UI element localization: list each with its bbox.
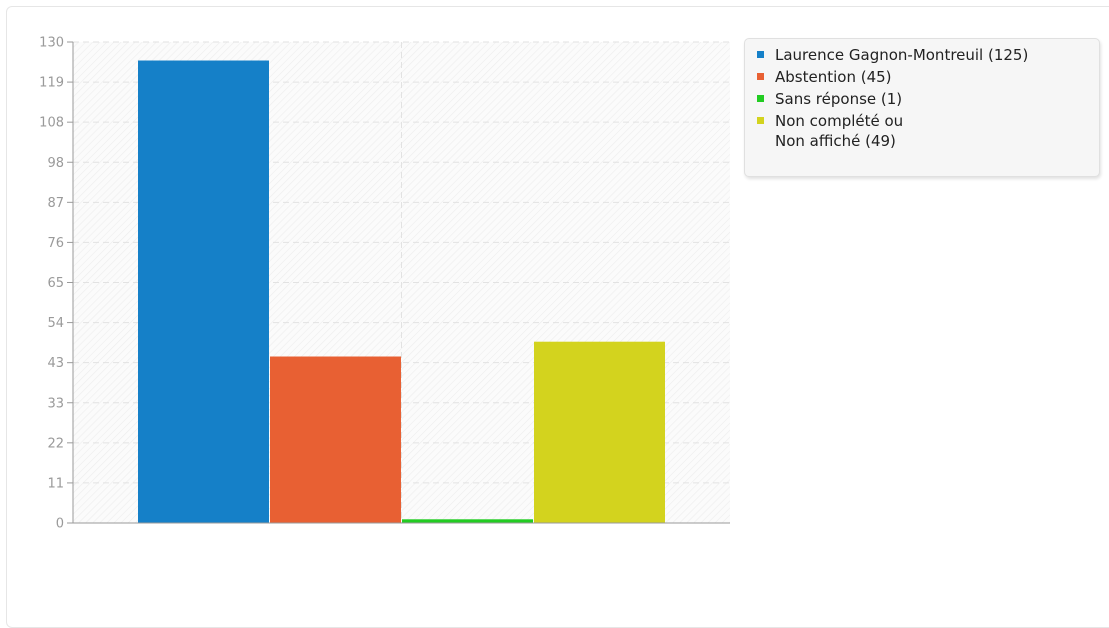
grid-lines: [73, 41, 730, 523]
y-tick-label: 87: [47, 196, 64, 211]
legend-item-abstention[interactable]: Abstention (45): [757, 67, 1099, 87]
legend-swatch-abstention: [757, 73, 764, 80]
y-tick-label: 0: [56, 517, 64, 532]
legend-swatch-candidate: [757, 51, 764, 58]
y-tick-label: 22: [47, 436, 64, 451]
y-tick-label: 98: [47, 156, 64, 171]
bars: [138, 60, 665, 524]
legend-label-incomplete: Non complété ou Non affiché (49): [775, 112, 904, 150]
y-tick-label: 33: [47, 396, 64, 411]
legend-item-no-answer[interactable]: Sans réponse (1): [757, 89, 1099, 109]
legend-item-candidate[interactable]: Laurence Gagnon-Montreuil (125): [757, 45, 1099, 65]
bar-candidate[interactable]: [138, 60, 269, 524]
y-tick-label: 76: [47, 236, 64, 251]
legend-label-no-answer: Sans réponse (1): [775, 90, 903, 108]
legend-label-abstention: Abstention (45): [775, 68, 892, 86]
legend-item-incomplete[interactable]: Non complété ou Non affiché (49): [757, 111, 1099, 151]
axes: 0 11 22 33 43 54 65 76 87 98 108 119 130: [39, 36, 730, 532]
y-tick-label: 108: [39, 116, 64, 131]
bar-abstention[interactable]: [270, 356, 401, 524]
y-tick-label: 130: [39, 36, 64, 51]
y-tick-label: 119: [39, 76, 64, 91]
y-tick-label: 54: [47, 316, 64, 331]
chart-legend: Laurence Gagnon-Montreuil (125) Abstenti…: [744, 38, 1100, 177]
y-tick-label: 43: [47, 356, 64, 371]
y-tick-label: 11: [47, 476, 64, 491]
bar-no-answer[interactable]: [402, 519, 533, 523]
bar-chart: 0 11 22 33 43 54 65 76 87 98 108 119 130: [39, 36, 730, 532]
legend-swatch-incomplete: [757, 117, 764, 124]
legend-swatch-no-answer: [757, 95, 764, 102]
bar-incomplete[interactable]: [534, 341, 665, 523]
legend-label-candidate: Laurence Gagnon-Montreuil (125): [775, 46, 1029, 64]
y-tick-label: 65: [47, 276, 64, 291]
